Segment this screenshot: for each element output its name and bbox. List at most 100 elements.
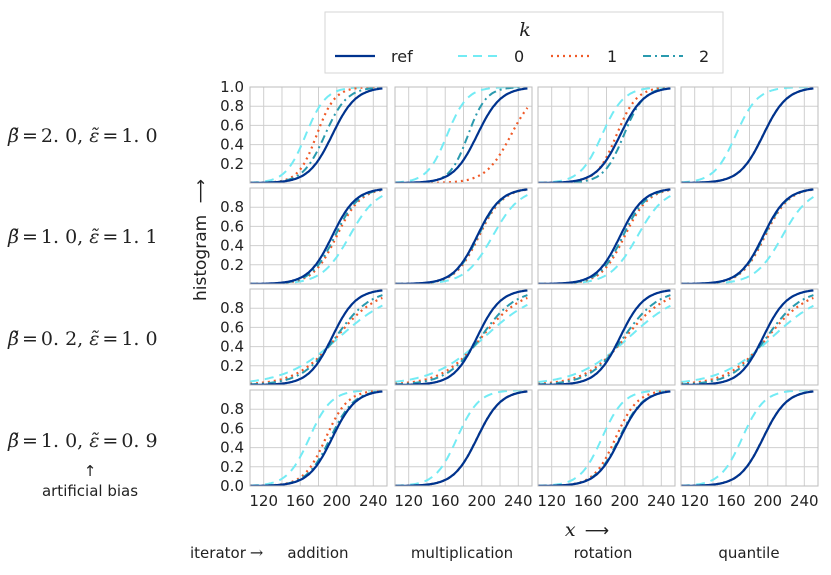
x-tick-label: 200 [753,492,782,510]
column-label-multiplication: multiplication [411,544,513,562]
series-line-ref [538,188,671,284]
series-line-ref [538,289,671,385]
panel [680,187,819,285]
series-line-k1 [538,390,671,486]
legend-label: ref [391,47,413,66]
series-line-k2 [250,294,383,385]
series-line-ref [538,87,671,183]
row-labels: β̃ = 2. 0, ε̃ = 1. 0 β̃ = 1. 0, ε̃ = 1. 1 β̃ = 0. 2, ε̃… [7,125,158,500]
row-label: β̃ = 2. 0, ε̃ = 1. 0 [7,125,158,147]
y-tick-label: 0.4 [220,237,244,255]
series-line-k0 [538,390,671,486]
panel-frame [680,288,819,386]
panel-frame [394,187,533,285]
panel [249,86,388,184]
panel-frame [249,288,388,386]
y-tick-label: 0.4 [220,338,244,356]
panel [680,288,819,386]
legend-label: 1 [607,47,617,66]
y-tick-label: 0.4 [220,136,244,154]
series-line-k0 [538,304,671,383]
series-line-ref [395,87,528,183]
x-tick-label: 160 [286,492,315,510]
panel-frame [249,389,388,487]
x-tick-label: 160 [574,492,603,510]
series-line-k1 [395,296,528,385]
artificial-bias-label: artificial bias [42,482,138,500]
legend-label: 2 [699,47,709,66]
series-line-ref [538,390,671,486]
panel-frame [680,187,819,285]
y-tick-label: 0.6 [220,116,244,134]
legend-entry: ref [335,47,413,66]
panel-frame [394,288,533,386]
y-tick-label: 0.8 [220,198,244,216]
y-tick-label: 0.8 [220,299,244,317]
x-tick-label: 200 [467,492,496,510]
x-tick-label: 120 [249,492,278,510]
panel [249,389,388,487]
panel-frame [249,187,388,285]
legend-box [324,11,724,74]
panel [537,187,676,285]
x-tick-label: 120 [394,492,423,510]
panel-frame [394,86,533,184]
series-line-k1 [250,296,383,385]
series-line-k2 [538,294,671,385]
series-line-k2 [681,294,814,385]
y-tick-label: 0.2 [220,357,244,375]
series-line-ref [681,390,814,486]
y-tick-label: 0.2 [220,256,244,274]
panel [537,389,676,487]
series-line-ref [250,188,383,284]
y-axis-label: histogram ⟶ [191,179,211,301]
x-tick-label: 200 [322,492,351,510]
y-tick-label: 0.8 [220,97,244,115]
series-line-k0 [681,87,814,183]
series-line-ref [395,188,528,284]
series-line-ref [250,390,383,486]
panel [680,389,819,487]
x-tick-label: 160 [717,492,746,510]
panel-frame [537,86,676,184]
series-line-k0 [538,87,671,183]
series-line-ref [681,289,814,385]
series-line-ref [250,87,383,183]
x-axis-label: x ⟶ [565,519,609,541]
x-axis-arrow: ⟶ [585,521,609,541]
panel [680,86,819,184]
row-label: β̃ = 1. 0, ε̃ = 0. 9 [7,430,158,452]
column-label-addition: addition [287,544,348,562]
y-tick-label: 0.4 [220,439,244,457]
series-line-k1 [250,390,383,486]
y-tick-label: 0.2 [220,155,244,173]
series-line-k1 [681,296,814,385]
panel [394,86,533,184]
series-line-k0 [250,304,383,383]
panel-frame [537,389,676,487]
y-tick-label: 0.8 [220,400,244,418]
panel-frame [394,389,533,487]
panel-frame [537,187,676,285]
iterator-label: iterator → [190,543,263,562]
y-tick-label: 1.0 [220,78,244,96]
y-axis-arrow: ⟶ [191,179,211,203]
column-labels: iterator → addition multiplication rotation q… [190,543,780,562]
series-line-ref [395,289,528,385]
panel [394,187,533,285]
legend-title: k [519,19,531,41]
series-line-k0 [395,87,528,183]
row-label: β̃ = 0. 2, ε̃ = 1. 0 [7,328,158,350]
legend: k ref 0 1 2 [324,11,724,74]
series-line-ref [681,188,814,284]
y-tick-label: 0.0 [220,477,244,495]
panel-frame [537,288,676,386]
panel [537,288,676,386]
y-tick-label: 0.6 [220,318,244,336]
series-line-k1 [395,107,529,183]
x-tick-label: 160 [431,492,460,510]
x-tick-label: 200 [610,492,639,510]
svg-text:histogram ⟶: histogram ⟶ [191,179,211,301]
y-axis-label-text: histogram [191,215,211,301]
